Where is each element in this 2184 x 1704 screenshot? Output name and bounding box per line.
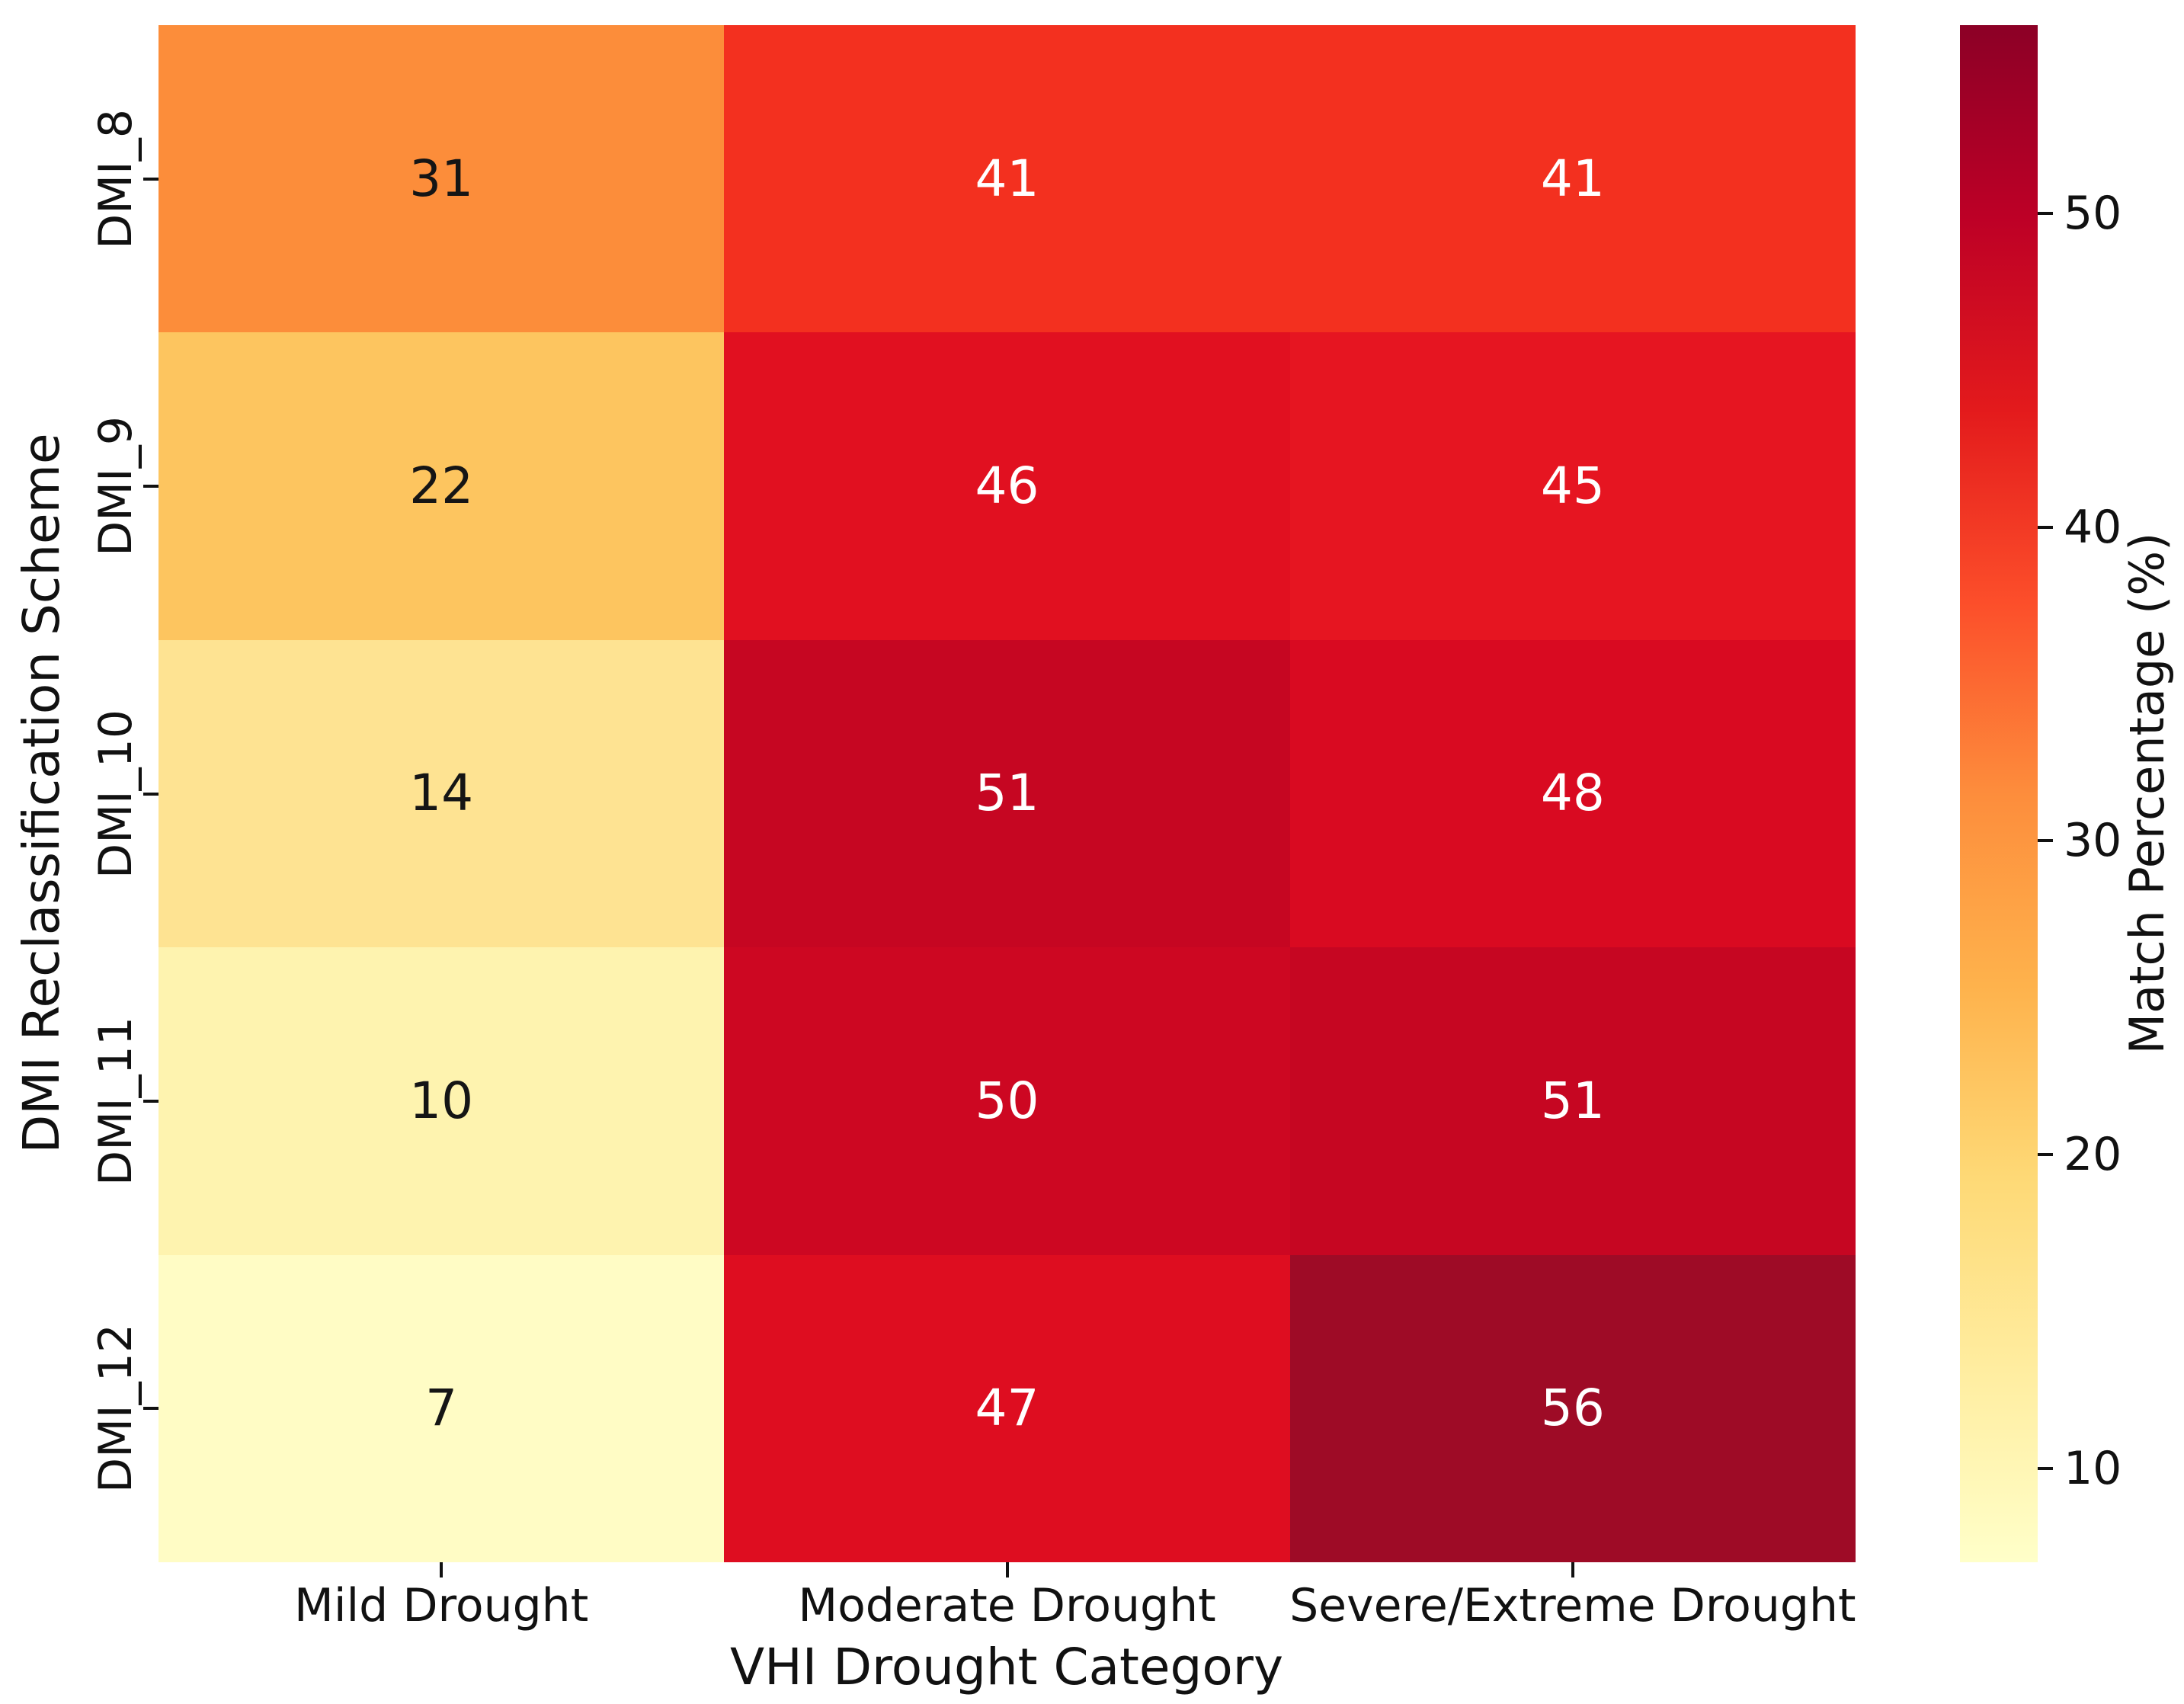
cell-value: 48 xyxy=(1540,764,1605,823)
heatmap-cell: 56 xyxy=(1289,1254,1856,1562)
heatmap-plot-area: 31 41 41 22 46 45 14 51 48 10 50 51 7 47 56 xyxy=(159,25,1856,1562)
x-axis-title: VHI Drought Category xyxy=(730,1638,1283,1696)
colorbar-tick-mark xyxy=(2038,525,2053,529)
colorbar-tick-mark xyxy=(2038,211,2053,215)
y-tick-mark xyxy=(143,485,159,488)
cell-value: 14 xyxy=(409,764,474,823)
heatmap-cell: 41 xyxy=(724,25,1290,333)
cell-value: 51 xyxy=(1540,1071,1605,1130)
y-tick-mark xyxy=(143,177,159,181)
cell-value: 22 xyxy=(409,456,474,516)
y-tick-label: DMI_12 xyxy=(89,1324,143,1494)
x-tick-label: Mild Drought xyxy=(294,1579,589,1632)
colorbar-gradient xyxy=(1960,25,2038,1562)
heatmap-cell: 22 xyxy=(159,332,725,640)
heatmap-cell: 41 xyxy=(1289,25,1856,333)
y-tick-mark xyxy=(143,1099,159,1103)
y-axis-title: DMI Reclassification Scheme xyxy=(12,433,71,1154)
heatmap-cell: 50 xyxy=(724,947,1290,1255)
colorbar-tick-mark xyxy=(2038,839,2053,843)
y-tick-mark xyxy=(143,1407,159,1411)
x-tick-mark xyxy=(1571,1562,1574,1577)
cell-value: 51 xyxy=(975,764,1039,823)
colorbar-tick-label: 30 xyxy=(2064,814,2122,868)
heatmap-cell: 45 xyxy=(1289,332,1856,640)
cell-value: 45 xyxy=(1540,456,1605,516)
y-tick-label: DMI_10 xyxy=(89,709,143,879)
heatmap-cell: 31 xyxy=(159,25,725,333)
colorbar-tick-mark xyxy=(2038,1152,2053,1156)
cell-value: 10 xyxy=(409,1071,474,1130)
cell-value: 47 xyxy=(975,1379,1039,1438)
heatmap-cell: 51 xyxy=(724,639,1290,948)
y-tick-label: DMI_9 xyxy=(89,416,143,557)
colorbar-tick-label: 20 xyxy=(2064,1127,2122,1181)
cell-value: 50 xyxy=(975,1071,1039,1130)
colorbar-tick-label: 10 xyxy=(2064,1441,2122,1495)
cell-value: 46 xyxy=(975,456,1039,516)
y-tick-label: DMI_11 xyxy=(89,1016,143,1186)
y-tick-mark xyxy=(143,792,159,796)
heatmap-cell: 10 xyxy=(159,947,725,1255)
heatmap-cell: 14 xyxy=(159,639,725,948)
colorbar-tick-label: 40 xyxy=(2064,500,2122,554)
cell-value: 7 xyxy=(425,1379,458,1438)
heatmap-cell: 48 xyxy=(1289,639,1856,948)
cell-value: 41 xyxy=(975,149,1039,208)
heatmap-cell: 47 xyxy=(724,1254,1290,1562)
heatmap-cell: 46 xyxy=(724,332,1290,640)
x-tick-mark xyxy=(1005,1562,1009,1577)
heatmap-cell: 7 xyxy=(159,1254,725,1562)
heatmap-cell: 51 xyxy=(1289,947,1856,1255)
y-tick-label: DMI_8 xyxy=(89,108,143,249)
x-tick-label: Moderate Drought xyxy=(798,1579,1216,1632)
cell-value: 41 xyxy=(1540,149,1605,208)
colorbar-tick-label: 50 xyxy=(2064,186,2122,240)
colorbar-tick-mark xyxy=(2038,1466,2053,1470)
cell-value: 56 xyxy=(1540,1379,1605,1438)
colorbar-title: Match Percentage (%) xyxy=(2119,532,2175,1055)
x-tick-label: Severe/Extreme Drought xyxy=(1289,1579,1856,1632)
cell-value: 31 xyxy=(409,149,474,208)
x-tick-mark xyxy=(440,1562,444,1577)
